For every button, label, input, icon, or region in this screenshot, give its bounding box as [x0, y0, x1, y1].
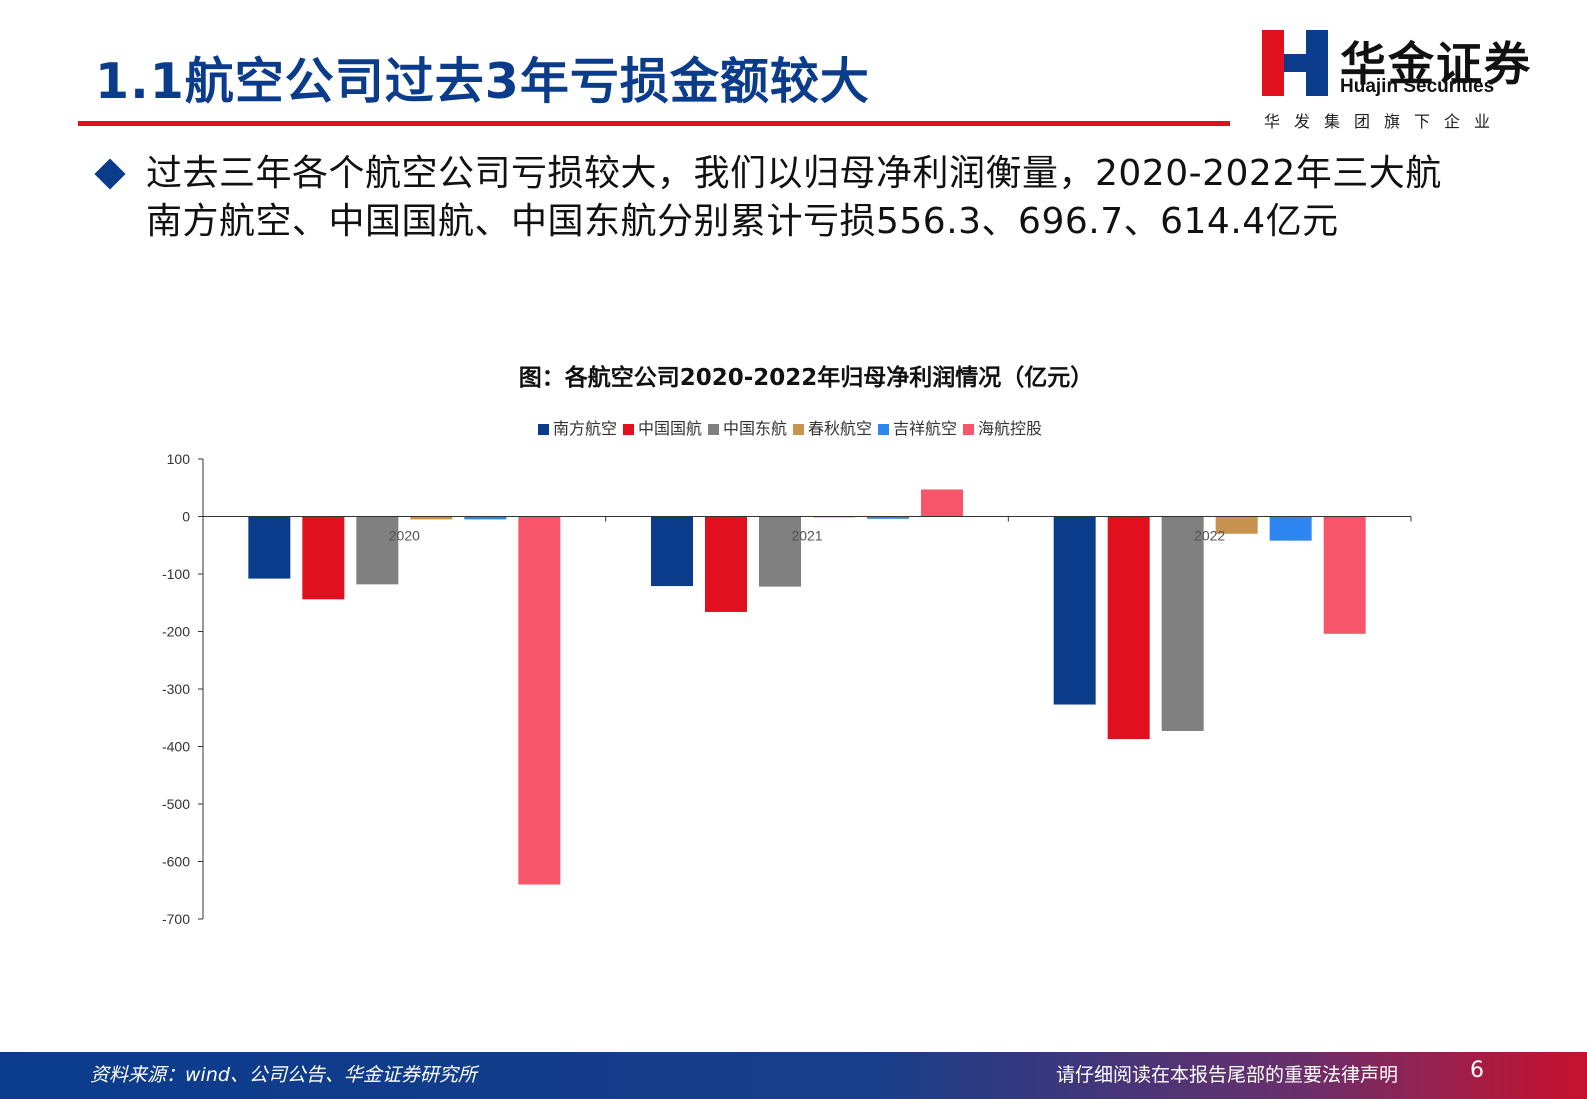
- chart-legend: 南方航空 中国国航 中国东航 春秋航空 吉祥航空 海航控股: [0, 415, 1580, 439]
- bar-2021-0: [651, 516, 693, 587]
- y-tick-label: -600: [162, 854, 190, 870]
- y-tick-label: -300: [162, 681, 190, 697]
- legend-label: 春秋航空: [808, 419, 873, 438]
- y-tick-label: 100: [167, 451, 191, 467]
- bar-2021-2: [759, 516, 801, 587]
- legend-item: 春秋航空: [793, 415, 872, 439]
- y-tick-label: -400: [162, 739, 190, 755]
- y-tick-label: -500: [162, 796, 190, 812]
- bar-2021-1: [705, 516, 747, 612]
- logo-english-name: Huajin Securities: [1340, 76, 1495, 97]
- footer-bar: 资料来源：wind、公司公告、华金证券研究所 请仔细阅读在本报告尾部的重要法律声…: [0, 1052, 1587, 1099]
- bar-2022-4: [1269, 516, 1312, 541]
- bar-2020-5: [518, 516, 561, 885]
- bar-2021-5: [921, 489, 963, 517]
- bar-2022-3: [1215, 516, 1258, 534]
- bar-2022-0: [1053, 516, 1096, 705]
- chart-title: 图：各航空公司2020-2022年归母净利润情况（亿元）: [518, 365, 1094, 391]
- bar-2020-3: [410, 516, 453, 520]
- legend-label: 吉祥航空: [893, 419, 958, 438]
- legend-swatch: [622, 424, 634, 435]
- y-tick-label: 0: [182, 509, 190, 525]
- footer-source: 资料来源：wind、公司公告、华金证券研究所: [90, 1064, 477, 1086]
- legend-label: 海航控股: [978, 419, 1043, 438]
- legend-swatch: [537, 424, 549, 435]
- title-divider: [78, 121, 1230, 126]
- legend-swatch: [963, 424, 975, 435]
- legend-label: 中国国航: [637, 419, 702, 438]
- page-number: 6: [1470, 1058, 1484, 1083]
- x-category-label: 2021: [791, 528, 822, 544]
- x-category-label: 2022: [1194, 528, 1225, 544]
- legend-item: 吉祥航空: [878, 415, 957, 439]
- bar-2020-4: [464, 516, 507, 520]
- y-tick-label: -700: [162, 911, 190, 927]
- logo-tagline: 华发集团旗下企业: [1264, 112, 1505, 131]
- footer-legal-notice: 请仔细阅读在本报告尾部的重要法律声明: [1056, 1064, 1399, 1086]
- bar-2022-2: [1161, 516, 1204, 731]
- legend-item: 海航控股: [963, 415, 1042, 439]
- bar-2020-2: [356, 516, 399, 585]
- legend-swatch: [878, 424, 890, 435]
- y-tick-label: -100: [162, 566, 190, 582]
- legend-item: 中国东航: [707, 415, 787, 439]
- legend-swatch: [793, 424, 804, 435]
- legend-swatch: [707, 424, 719, 435]
- logo-chinese-name: 华金证券: [1340, 37, 1532, 91]
- page-title: 1.1航空公司过去3年亏损金额较大: [95, 53, 870, 110]
- legend-label: 南方航空: [552, 419, 617, 438]
- bar-2020-0: [248, 516, 291, 579]
- y-tick-label: -200: [162, 624, 190, 640]
- legend-item: 南方航空: [537, 415, 617, 439]
- legend-label: 中国东航: [722, 419, 787, 438]
- bar-2022-5: [1323, 516, 1366, 634]
- huajin-logo-icon: [1262, 30, 1328, 96]
- x-category-label: 2020: [389, 528, 420, 544]
- bar-2021-4: [867, 516, 909, 519]
- legend-item: 中国国航: [622, 415, 702, 439]
- company-logo: 华金证券 Huajin Securities 华发集团旗下企业: [1262, 30, 1542, 131]
- bullet-text: 过去三年各个航空公司亏损较大，我们以归母净利润衡量，2020-2022年三大航南…: [146, 153, 1442, 242]
- bar-2022-1: [1107, 516, 1150, 740]
- bar-2020-1: [302, 516, 345, 600]
